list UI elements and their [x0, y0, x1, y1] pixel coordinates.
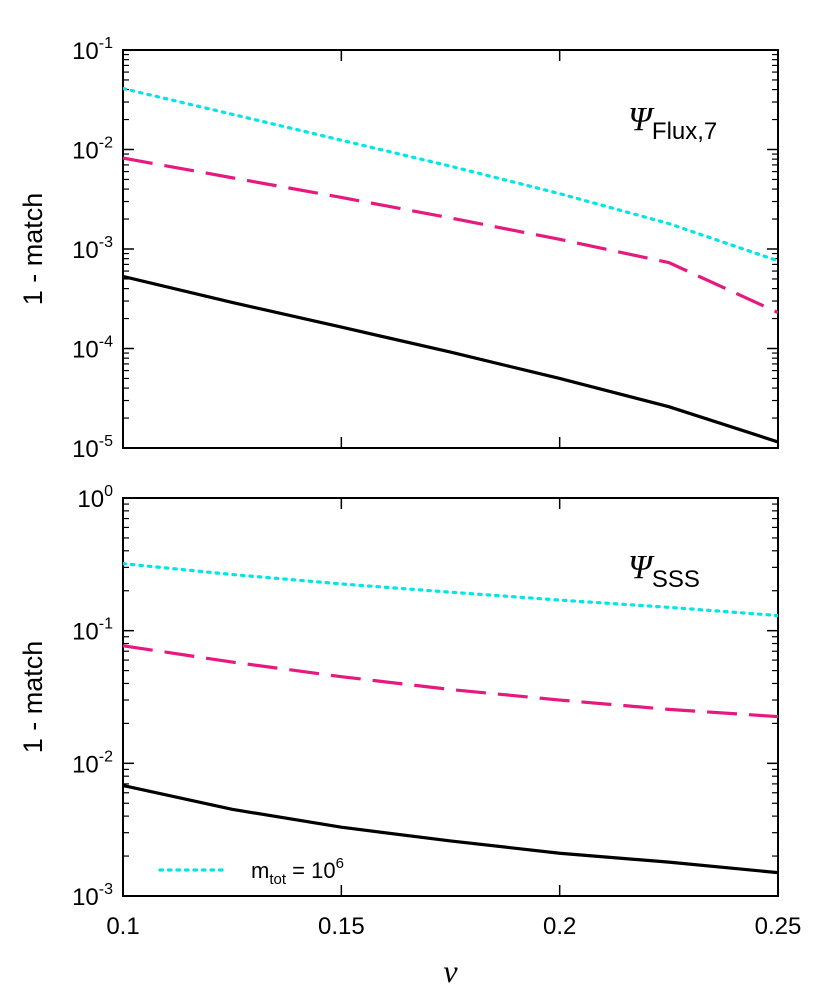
- y-tick-label: 10-1: [72, 35, 113, 65]
- legend-text-subscript: tot: [269, 871, 287, 888]
- series-line-dashed: [123, 156, 778, 314]
- series-line-dotted: [123, 86, 778, 263]
- y-tick-base: 10: [72, 138, 99, 165]
- panel-label-subscript: SSS: [652, 566, 700, 593]
- y-tick-base: 10: [72, 436, 99, 463]
- y-tick-label: 10-5: [72, 433, 113, 463]
- y-tick-exponent: -2: [99, 135, 113, 152]
- y-tick-exponent: -1: [99, 616, 113, 633]
- y-tick-label: 10-4: [72, 334, 113, 364]
- panel-label-subscript: Flux,7: [652, 118, 717, 145]
- series-group: [123, 562, 778, 875]
- series-group: [123, 86, 778, 444]
- x-tick-label: 0.15: [318, 913, 365, 940]
- series-line-solid: [123, 783, 778, 875]
- legend-text-superscript: 6: [336, 855, 344, 872]
- y-tick-label: 10-1: [72, 616, 113, 646]
- series-line-dotted: [123, 562, 778, 618]
- panel-label-symbol: Ψ: [628, 549, 655, 586]
- plot-frame: [122, 497, 779, 897]
- y-tick-label: 10-2: [72, 748, 113, 778]
- y-tick-exponent: -4: [99, 334, 113, 351]
- panel-label-symbol: Ψ: [628, 101, 655, 138]
- y-tick-base: 10: [72, 619, 99, 646]
- y-tick-exponent: -2: [99, 748, 113, 765]
- y-tick-base: 10: [72, 38, 99, 65]
- y-tick-base: 10: [72, 884, 99, 911]
- legend-text: mtot = 106: [251, 855, 344, 888]
- series-line-solid: [123, 274, 778, 444]
- y-tick-exponent: -1: [99, 35, 113, 52]
- panel-label: ΨFlux,7: [628, 101, 717, 145]
- y-tick-base: 10: [72, 337, 99, 364]
- plot-frame: [122, 49, 779, 449]
- y-tick-label: 100: [77, 483, 113, 513]
- series-line-dashed: [123, 644, 778, 719]
- y-tick-label: 10-3: [72, 881, 113, 911]
- y-tick-label: 10-2: [72, 135, 113, 165]
- y-tick-base: 10: [77, 486, 104, 513]
- y-tick-base: 10: [72, 237, 99, 264]
- y-tick-exponent: -3: [99, 881, 113, 898]
- x-tick-label: 0.2: [543, 913, 576, 940]
- legend-text-rest: = 10: [286, 858, 336, 883]
- x-tick-label: 0.1: [106, 913, 139, 940]
- y-axis-label: 1 - match: [18, 193, 48, 306]
- y-axis-label: 1 - match: [18, 641, 48, 754]
- legend-text-main: m: [251, 858, 269, 883]
- y-tick-exponent: -3: [99, 234, 113, 251]
- y-tick-label: 10-3: [72, 234, 113, 264]
- y-tick-exponent: 0: [104, 483, 113, 500]
- panel-label: ΨSSS: [628, 549, 700, 593]
- y-tick-exponent: -5: [99, 433, 113, 450]
- x-tick-label: 0.25: [755, 913, 802, 940]
- x-axis-label: ν: [443, 953, 458, 989]
- y-tick-base: 10: [72, 751, 99, 778]
